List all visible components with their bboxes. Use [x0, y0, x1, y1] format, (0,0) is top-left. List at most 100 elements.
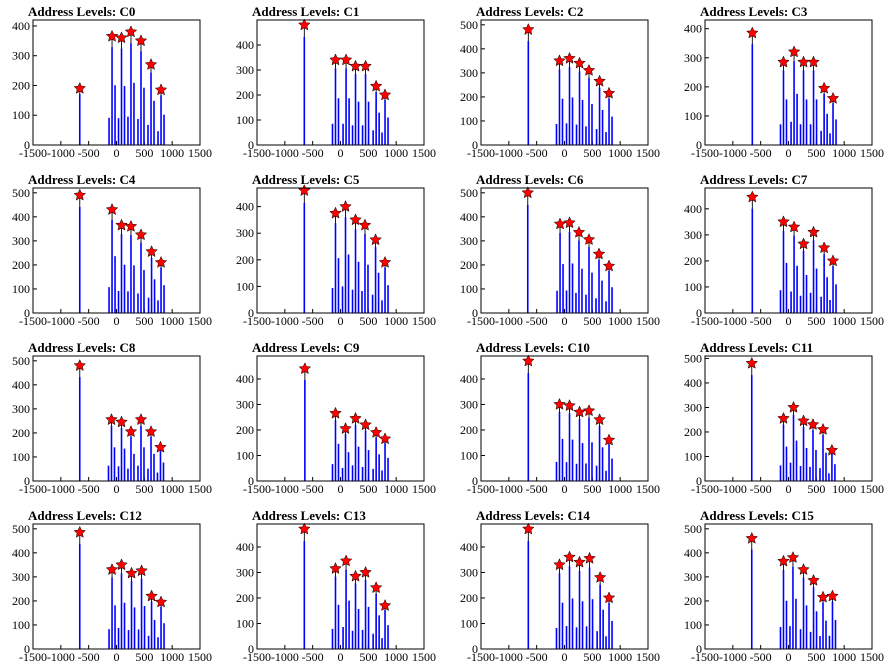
- x-tick-label: 0: [114, 650, 120, 664]
- x-tick-label: -500: [750, 314, 772, 328]
- x-tick-label: -500: [78, 482, 100, 496]
- y-tick-label: 400: [684, 22, 702, 36]
- plot-frame: [480, 19, 649, 146]
- y-tick-label: 0: [696, 306, 702, 320]
- star-icon: [521, 186, 535, 199]
- star-icon: [124, 219, 138, 232]
- x-tick-label: 0: [786, 650, 792, 664]
- star-icon: [329, 53, 342, 66]
- x-tick-label: -1000: [719, 482, 747, 496]
- x-tick-label: -1500: [19, 482, 47, 496]
- star-icon: [339, 199, 352, 213]
- star-icon: [522, 522, 535, 535]
- star-icon: [144, 57, 158, 71]
- histogram-panel: Address Levels: C40100200300400500-1500-…: [12, 172, 212, 328]
- star-icon: [73, 81, 87, 94]
- star-icon: [105, 563, 119, 575]
- x-tick-label: -1000: [719, 314, 747, 328]
- y-tick-label: 300: [460, 66, 478, 80]
- star-icon: [563, 550, 576, 563]
- star-icon: [602, 259, 616, 272]
- star-icon: [349, 213, 362, 226]
- star-icon: [115, 218, 128, 231]
- star-icon: [329, 206, 342, 219]
- x-tick-label: 1000: [384, 146, 408, 160]
- star-icon: [298, 18, 311, 31]
- y-tick-label: 500: [684, 351, 702, 365]
- x-tick-label: 1500: [860, 650, 884, 664]
- y-tick-label: 200: [460, 591, 478, 605]
- histogram-panel: Address Levels: C15 0 100 200 300 400 500 -1500…: [684, 508, 884, 664]
- y-tick-label: 300: [684, 228, 702, 242]
- y-tick-label: 500: [684, 522, 702, 536]
- x-tick-label: -1000: [719, 146, 747, 160]
- y-tick-label: 400: [460, 210, 478, 224]
- star-icon: [602, 591, 616, 604]
- star-icon: [602, 86, 616, 99]
- x-tick-label: 500: [807, 650, 825, 664]
- x-tick-label: 1000: [608, 650, 632, 664]
- x-tick-label: -500: [526, 314, 548, 328]
- x-tick-label: 500: [135, 314, 153, 328]
- y-tick-label: 100: [460, 282, 478, 296]
- x-tick-label: 0: [786, 314, 792, 328]
- y-tick-label: 0: [248, 474, 254, 488]
- y-tick-label: 300: [460, 234, 478, 248]
- x-tick-label: 1500: [188, 314, 212, 328]
- x-tick-label: 0: [338, 146, 344, 160]
- star-icon: [602, 433, 616, 446]
- y-tick-label: 0: [248, 306, 254, 320]
- y-tick-label: 0: [696, 642, 702, 656]
- y-tick-label: 300: [236, 63, 254, 77]
- histogram-panel: Address Levels: C60100200300400500-1500-…: [460, 172, 660, 328]
- y-tick-label: 400: [12, 210, 30, 224]
- star-icon: [369, 79, 383, 92]
- x-tick-label: 1000: [384, 650, 408, 664]
- x-tick-label: -500: [750, 650, 772, 664]
- star-icon: [826, 254, 840, 267]
- star-icon: [583, 551, 596, 564]
- x-tick-label: 1500: [636, 146, 660, 160]
- y-tick-label: 100: [684, 449, 702, 463]
- x-tick-label: 500: [135, 146, 153, 160]
- x-tick-label: -500: [526, 650, 548, 664]
- y-tick-label: 400: [236, 540, 254, 554]
- x-tick-label: 1000: [608, 146, 632, 160]
- star-icon: [329, 406, 342, 419]
- x-tick-label: 1500: [636, 314, 660, 328]
- y-tick-label: 0: [24, 138, 30, 152]
- histogram-panel: Address Levels: C80100200300400500-1500-…: [12, 340, 212, 496]
- y-tick-label: 0: [472, 474, 478, 488]
- star-icon: [105, 202, 119, 216]
- x-tick-label: -500: [302, 146, 324, 160]
- star-icon: [339, 422, 352, 435]
- y-tick-label: 300: [684, 400, 702, 414]
- x-tick-label: 0: [338, 650, 344, 664]
- x-tick-label: -500: [526, 146, 548, 160]
- plot-frame: [704, 523, 873, 650]
- x-tick-label: 500: [359, 314, 377, 328]
- y-tick-label: 0: [248, 642, 254, 656]
- histogram-panel: Address Levels: C5 0 100 200 300 400 -1500 -100…: [236, 172, 436, 328]
- star-icon: [826, 91, 840, 104]
- x-tick-label: 1500: [412, 146, 436, 160]
- x-tick-label: 1500: [188, 650, 212, 664]
- star-icon: [806, 417, 820, 431]
- y-tick-label: 100: [460, 448, 478, 462]
- x-tick-label: 500: [583, 482, 601, 496]
- x-tick-label: 1000: [832, 650, 856, 664]
- star-icon: [592, 247, 606, 260]
- star-icon: [582, 233, 596, 245]
- star-icon: [105, 29, 119, 42]
- y-tick-label: 300: [684, 51, 702, 65]
- x-tick-label: -1000: [271, 650, 299, 664]
- x-tick-label: 0: [562, 482, 568, 496]
- star-icon: [573, 405, 586, 418]
- y-tick-label: 100: [12, 108, 30, 122]
- x-tick-label: 1500: [412, 650, 436, 664]
- y-tick-label: 200: [460, 258, 478, 272]
- star-icon: [105, 413, 118, 426]
- star-icon: [817, 241, 831, 254]
- star-icon: [572, 225, 586, 238]
- x-tick-label: 1500: [636, 650, 660, 664]
